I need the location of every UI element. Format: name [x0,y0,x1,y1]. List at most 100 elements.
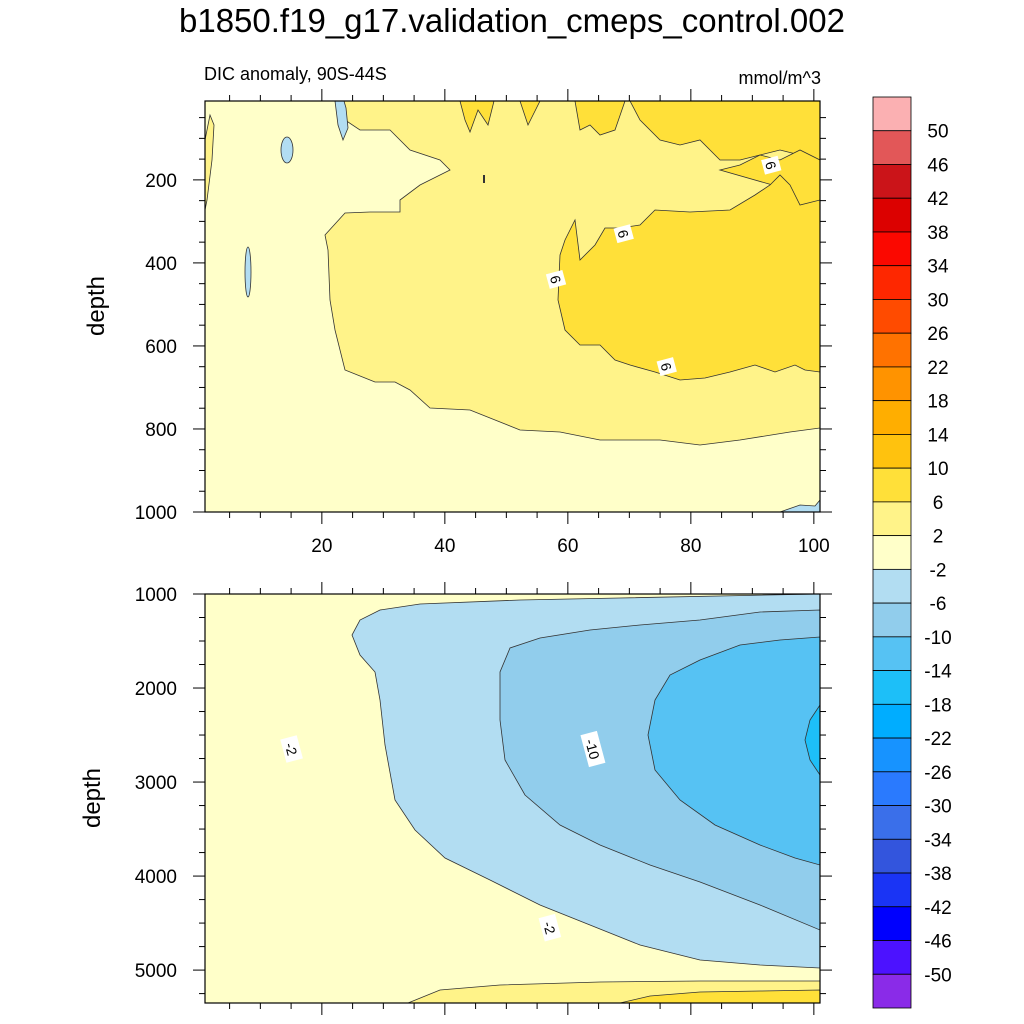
colorbar-label: -26 [924,763,951,784]
colorbar-swatch [872,703,912,739]
y-tick-label: 400 [145,254,177,275]
upper-contour-panel: 20 40 60 80 100 200 400 600 800 1000 6 6 6 6 depth [83,89,832,557]
svg-text:6: 6 [762,160,780,172]
upper-axis-ticks: 20 40 60 80 100 200 400 600 800 1000 [135,89,832,557]
colorbar-swatch [872,434,912,469]
region-upper-6-10-core [557,174,820,381]
colorbar-label: 34 [927,257,949,278]
contour-label: 6 [613,224,634,244]
colorbar-swatch [872,164,912,199]
svg-text:6: 6 [614,228,632,240]
upper-ylabel: depth [83,276,110,336]
colorbar-swatch [872,400,912,435]
region-upper-neg6-neg2 [280,136,294,164]
svg-text:-10: -10 [582,737,603,761]
y-tick-label: 200 [145,171,177,192]
y-tick-label: 5000 [135,961,177,982]
colorbar-label: 14 [927,425,949,446]
lower-contour-labels: -2 -10 -2 [280,730,606,942]
colorbar-label: -50 [924,965,951,986]
colorbar-label: -2 [930,560,947,581]
colorbar-label: -38 [924,864,951,885]
colorbar-swatch [872,771,912,806]
colorbar-label: 18 [927,392,948,413]
colorbar-label: -10 [924,628,951,649]
colorbar-swatch [872,872,912,908]
colorbar: 50 46 42 38 34 30 26 22 18 14 10 6 2 -2 -6 -10 -14 -18 -22… [872,96,952,1009]
colorbar-swatch [872,197,912,233]
colorbar-label: -46 [924,932,951,953]
svg-text:-2: -2 [282,741,301,757]
contour-label: -10 [580,730,606,768]
colorbar-label: 26 [927,324,948,345]
colorbar-label: -42 [924,898,951,919]
lower-axis-ticks: 1000 2000 3000 4000 5000 [135,582,832,1015]
colorbar-label: 38 [927,223,948,244]
colorbar-swatch [872,636,912,671]
colorbar-label: -14 [924,662,952,683]
colorbar-label: 46 [927,155,948,176]
colorbar-swatch [872,332,912,368]
colorbar-swatch [872,568,912,604]
y-tick-label: 800 [145,420,177,441]
units-label: mmol/m^3 [738,68,821,88]
colorbar-swatch [872,940,912,975]
colorbar-swatch [872,737,912,773]
y-tick-label: 2000 [135,679,177,700]
y-tick-label: 1000 [135,585,177,606]
lower-ylabel: depth [79,768,106,828]
colorbar-swatch [872,501,912,537]
contour-label: 6 [761,155,782,175]
contour-label: -2 [538,913,562,942]
colorbar-swatch [872,366,912,402]
region-upper-6-10-top [459,101,820,161]
colorbar-label: -18 [924,695,951,716]
colorbar-swatch [872,130,912,165]
colorbar-swatch [872,231,912,267]
colorbar-swatch [872,805,912,840]
region-lower-neg18-neg14 [804,704,820,776]
svg-text:6: 6 [547,274,565,286]
region-lower-neg14-neg10 [647,636,820,866]
svg-text:-2: -2 [540,920,559,936]
colorbar-label: -30 [924,797,951,818]
y-tick-label: 600 [145,337,177,358]
colorbar-swatch [872,670,912,705]
colorbar-swatch [872,838,912,874]
contour-label: -2 [280,735,303,763]
colorbar-swatch [872,535,912,570]
colorbar-label: 22 [927,358,948,379]
colorbar-label: 42 [927,189,948,210]
x-tick-label: 100 [798,536,830,557]
colorbar-label: 2 [933,527,944,548]
contour-label: 6 [545,269,567,289]
figure-title: b1850.f19_g17.validation_cmeps_control.0… [179,2,845,39]
y-tick-label: 3000 [135,773,177,794]
y-tick-label: 4000 [135,867,177,888]
colorbar-swatch [872,96,912,132]
contour-label: 6 [656,357,677,377]
lower-plot-frame [204,593,821,1004]
upper-plot-frame [204,100,821,513]
colorbar-label: 10 [927,459,948,480]
x-tick-label: 60 [557,536,578,557]
y-tick-label: 1000 [135,503,177,524]
panel-subtitle: DIC anomaly, 90S-44S [204,64,387,84]
colorbar-swatch [872,602,912,638]
colorbar-swatch [872,906,912,941]
svg-text:6: 6 [658,361,676,373]
colorbar-label: 30 [927,290,948,311]
colorbar-swatch [872,467,912,503]
colorbar-swatch [872,973,912,1009]
x-tick-label: 40 [434,536,455,557]
colorbar-label: 6 [933,493,944,514]
colorbar-label: -34 [924,830,952,851]
colorbar-label: 50 [927,122,948,143]
x-tick-label: 80 [680,536,701,557]
colorbar-swatch [872,265,912,300]
colorbar-label: -6 [930,594,947,615]
colorbar-swatch [872,299,912,334]
upper-contour-labels: 6 6 6 6 [545,155,782,377]
lower-contour-panel: 1000 2000 3000 4000 5000 -2 -10 -2 depth [79,582,832,1015]
